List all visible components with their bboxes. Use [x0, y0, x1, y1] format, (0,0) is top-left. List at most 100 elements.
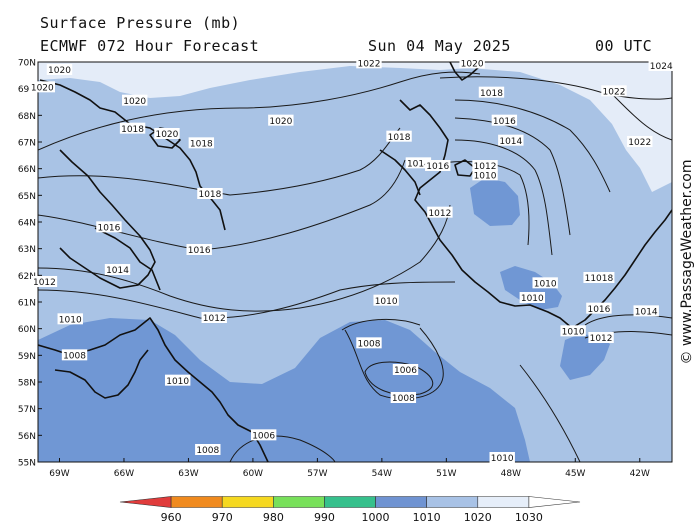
isobar-label-bg	[392, 364, 419, 375]
isobar-label: 1014	[635, 308, 658, 318]
isobar-label: 1008	[358, 340, 381, 350]
lat-label: 62N	[18, 272, 36, 282]
pressure-band-1000-1010-east	[560, 334, 610, 380]
isobar-label-bg	[188, 137, 215, 149]
isobar-line	[439, 76, 672, 100]
lat-label: 56N	[18, 432, 36, 442]
isobar-line	[454, 99, 611, 193]
isobar-label-bg	[390, 392, 417, 403]
colorbar-swatch	[170, 496, 223, 508]
lat-label: 58N	[18, 379, 36, 389]
isobar-label: 1016	[493, 117, 516, 127]
isobar-label-bg	[104, 264, 131, 275]
isobar-label-bg	[491, 114, 518, 126]
isobar-label-bg	[201, 312, 227, 323]
colorbar-label: 990	[314, 511, 335, 524]
isobar-labels: 1020 1020 1020 1018 1020 1018 1020 1018 1016 1016…	[29, 57, 674, 464]
pressure-band-1000-1010-greenland	[470, 178, 520, 226]
isobar-label: 1020	[461, 60, 484, 70]
isobar-label: 1016	[587, 305, 610, 315]
lon-label: 69W	[49, 469, 69, 479]
isobar-label: 1012	[590, 334, 613, 344]
lon-label: 51W	[436, 469, 456, 479]
isobar-label-bg	[586, 302, 612, 314]
isobar-line	[609, 91, 672, 141]
colorbar-label: 970	[212, 511, 233, 524]
isobar-line	[364, 361, 433, 396]
isobar-label: 1010	[534, 280, 557, 290]
isobar-label-bg	[560, 325, 586, 337]
pressure-band-1000-1010-south	[38, 318, 530, 462]
lon-label: 45W	[565, 469, 585, 479]
coastline-greenland-fjords	[379, 149, 421, 196]
isobar-label: 1012	[203, 314, 226, 324]
isobar-label-bg	[195, 444, 221, 455]
isobar-label-bg	[386, 130, 412, 142]
colorbar-swatch	[119, 496, 172, 508]
colorbar-swatch	[375, 496, 427, 508]
isobar-label-bg	[29, 81, 55, 93]
colorbar-label: 1010	[413, 511, 441, 524]
lon-axis: 69W 66W 63W 60W 57W 54W 51W 48W 45W 42W	[49, 458, 650, 479]
isobar-label-bg	[356, 57, 382, 69]
isobar-label: 11018	[585, 274, 614, 284]
isobar-label-bg	[57, 313, 83, 325]
isobar-label: 1018	[190, 140, 213, 150]
isobar-label: 1006	[394, 366, 417, 376]
isobar-label-bg	[154, 128, 180, 139]
lat-label: 55N	[18, 459, 36, 469]
lat-label: 60N	[18, 325, 36, 335]
isobar-label: 1012	[428, 209, 451, 219]
map-title: Surface Pressure (mb)	[40, 14, 241, 32]
lat-label: 61N	[18, 299, 36, 309]
lat-axis: 70N 69N 68N 67N 66N 65N 64N 63N 62N 61N 60N 59N 58N 5…	[18, 59, 42, 469]
colorbar-label: 980	[263, 511, 284, 524]
colorbar-label: 1000	[362, 511, 390, 524]
isobar-label-bg	[489, 452, 515, 463]
isobar-label: 1024	[650, 62, 673, 72]
isobar-label: 1022	[603, 88, 626, 98]
isobar-label: 1014	[499, 137, 522, 147]
colorbar-swatch	[528, 496, 581, 508]
lon-label: 48W	[501, 469, 521, 479]
pressure-band-1020-1030	[38, 62, 672, 192]
isobar-label: 1010	[562, 328, 585, 338]
isobar-line	[38, 281, 456, 319]
isobar-label-bg	[46, 64, 73, 75]
isobar-line	[454, 117, 571, 236]
isobar-label: 1010	[166, 377, 189, 387]
isobar-label-bg	[498, 134, 524, 146]
isobar-label: 1010	[521, 294, 544, 304]
colorbar-label: 1020	[464, 511, 492, 524]
isobar-line	[429, 161, 530, 246]
isobar-label: 1016	[426, 162, 449, 172]
isobar-label: 1016	[188, 246, 211, 256]
isobar-label-bg	[588, 332, 614, 343]
coastline-northeast	[449, 62, 481, 81]
isobar-label: 1008	[196, 446, 219, 456]
lat-label: 67N	[18, 139, 36, 149]
isobar-label: 1018	[388, 133, 411, 143]
lat-label: 59N	[18, 352, 36, 362]
isobar-label-bg	[459, 57, 485, 69]
lat-label: 66N	[18, 165, 36, 175]
isobar-label-bg	[61, 349, 88, 361]
lon-label: 66W	[114, 469, 134, 479]
isobar-label-bg	[197, 188, 223, 199]
forecast-model: ECMWF 072 Hour Forecast	[40, 37, 260, 55]
colorbar-label: 960	[161, 511, 182, 524]
isobar-label-bg	[601, 85, 627, 97]
isobar-label-bg	[472, 169, 498, 181]
colorbar: 960 970 980 990 1000 1010 1020 1030	[119, 496, 581, 524]
isobar-label-bg	[122, 94, 148, 106]
lat-label: 65N	[18, 192, 36, 202]
isobar-label: 1020	[123, 97, 146, 107]
isobar-line	[229, 435, 336, 462]
isobar-label-bg	[648, 60, 674, 71]
isobar-label: 1010	[474, 172, 497, 182]
isobar-label-bg	[405, 157, 432, 169]
isobar-label-bg	[250, 429, 277, 441]
isobar-label-bg	[532, 277, 558, 289]
isobar-label-bg	[119, 122, 146, 134]
lat-label: 63N	[18, 245, 36, 255]
